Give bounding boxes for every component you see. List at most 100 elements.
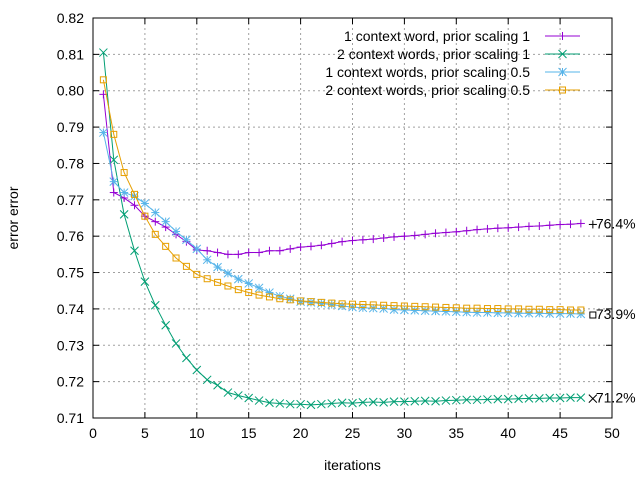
data-point [202,255,212,265]
data-point [524,394,534,403]
data-point [286,244,295,253]
x-tick-label: 30 [397,425,413,441]
data-point [473,225,482,234]
data-point [296,399,305,409]
data-point [348,398,357,408]
data-point [535,222,544,230]
legend-label: 1 context word, prior scaling 1 [344,28,530,44]
data-point [162,242,170,250]
data-point [255,248,264,257]
annotation-label: 73.9% [596,306,636,322]
data-point [141,212,149,220]
data-point [306,242,315,251]
y-tick-label: 0.72 [57,374,84,390]
y-axis-label: error error [5,186,21,249]
data-point [233,274,243,284]
data-point [358,235,367,244]
data-point [265,246,274,255]
data-point [359,301,367,309]
data-point [213,262,222,272]
data-point [285,399,295,409]
data-point [410,396,420,406]
data-point [276,295,284,303]
legend-marker [558,67,567,77]
data-point [369,301,377,309]
data-point [140,199,150,208]
legend: 1 context word, prior scaling 1 2 context… [325,28,580,98]
x-tick-label: 40 [500,425,516,441]
data-point [120,169,128,177]
data-point [441,228,450,237]
data-point [514,394,523,404]
data-point [473,304,481,312]
data-point [223,388,233,397]
data-point [119,188,129,197]
series-3 [99,128,586,319]
data-point [254,396,264,405]
legend-label: 2 context words, prior scaling 1 [337,46,530,62]
data-point [328,299,336,307]
data-point [297,297,305,305]
data-point [223,250,232,259]
data-point [254,283,264,293]
data-point [286,296,294,304]
data-point [566,306,574,314]
series-layer [99,48,586,410]
data-point [161,217,171,226]
legend-marker [558,49,567,59]
data-point [182,235,191,245]
data-point [555,393,565,403]
series-line [102,132,581,315]
data-point [182,353,191,363]
series-4 [99,76,585,314]
legend-label: 2 context words, prior scaling 0.5 [325,82,530,98]
data-point [109,177,119,186]
annotation-label: 71.2% [596,390,636,406]
data-point [192,244,202,254]
data-point [420,396,430,406]
legend-label: 1 context words, prior scaling 0.5 [325,64,530,80]
y-tick-label: 0.75 [57,265,84,281]
data-point [400,232,409,241]
data-point [556,220,565,229]
data-point [338,300,346,308]
data-point [327,239,336,248]
data-point [545,393,555,403]
data-point [349,300,356,308]
series-line [102,52,581,406]
data-point [463,304,471,312]
data-point [515,305,523,313]
end-annotations: 76.4% 73.9% 71.2% [588,215,636,406]
y-tick-label: 0.77 [57,192,84,208]
data-point [151,230,159,238]
data-point [494,305,502,313]
data-point [244,248,253,257]
data-point [462,226,471,235]
data-point [109,155,119,165]
data-point [171,339,181,348]
data-point [275,246,284,255]
data-point [234,286,242,294]
data-point [203,246,212,255]
legend-marker [558,32,567,40]
data-point [432,303,440,311]
data-point [317,399,326,409]
data-point [99,76,107,84]
data-point [462,395,472,405]
data-point [493,224,502,233]
data-point [577,306,585,314]
y-tick-label: 0.74 [57,301,84,317]
data-point [566,220,575,229]
data-point [317,241,326,250]
annotation-label: 76.4% [596,215,636,231]
data-point [140,277,150,286]
x-tick-label: 50 [604,425,620,441]
data-point [524,222,533,231]
data-point [327,399,337,408]
data-point [130,201,139,210]
data-point [379,234,388,242]
data-point [390,302,398,310]
x-tick-label: 10 [189,425,205,441]
data-point [224,282,232,290]
